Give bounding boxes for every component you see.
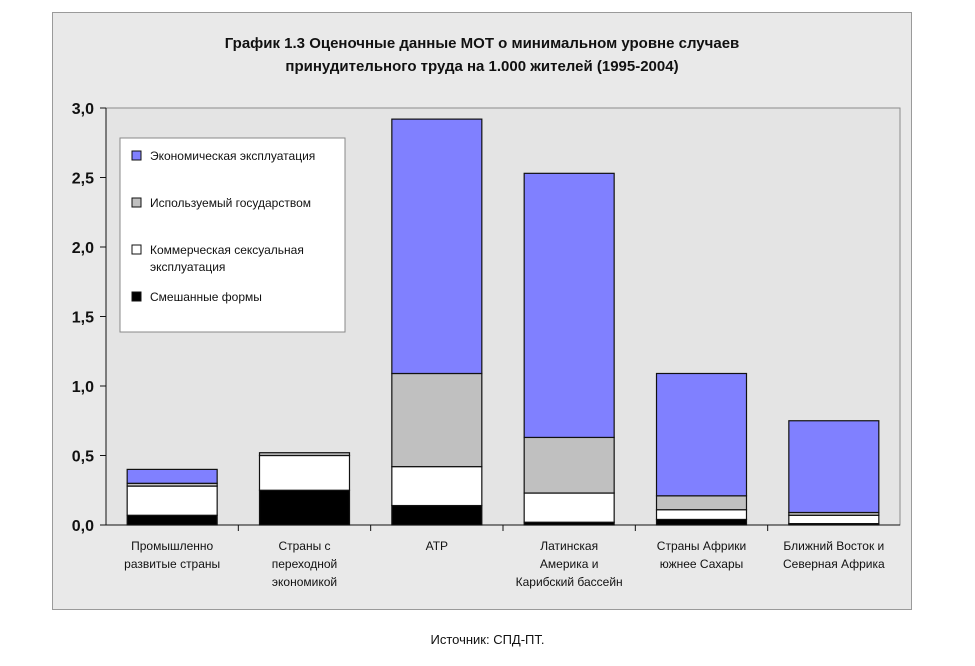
- legend-label: Экономическая эксплуатация: [150, 149, 315, 163]
- x-category-label: Латинская Америка и Карибский бассейн: [516, 539, 623, 589]
- bar-segment: [523, 492, 615, 523]
- chart-title: График 1.3 Оценочные данные МОТ о минима…: [52, 32, 912, 78]
- x-category-label: Страны Африки южнее Сахары: [657, 539, 746, 571]
- bar-segment: [655, 372, 748, 497]
- chart-title-line-2: принудительного труда на 1.000 жителей (…: [285, 58, 679, 75]
- legend-swatch: [131, 150, 142, 161]
- bar-segment: [788, 420, 880, 514]
- y-tick-label: 2,5: [72, 171, 94, 188]
- y-tick-label: 1,5: [72, 310, 94, 327]
- legend-box: [119, 137, 346, 333]
- bar-segment: [126, 485, 218, 516]
- bar-segment: [258, 489, 351, 526]
- legend-swatch: [131, 291, 142, 302]
- chart-title-line-1: График 1.3 Оценочные данные МОТ о минима…: [224, 35, 740, 52]
- bar-segment: [523, 172, 615, 439]
- legend-swatch: [131, 197, 142, 208]
- y-tick-label: 1,0: [72, 379, 94, 396]
- bar-segment: [391, 504, 483, 526]
- x-category-label: Страны с переходной экономикой: [272, 539, 338, 589]
- x-category-label: Ближний Восток и Северная Африка: [783, 539, 885, 571]
- y-tick-label: 3,0: [72, 101, 94, 118]
- x-category-label: АТР: [426, 539, 448, 553]
- bar-segment: [655, 518, 748, 526]
- bar-segment: [788, 514, 880, 525]
- source-note: Источник: СПД-ПТ.: [430, 632, 545, 647]
- bar-segment: [655, 495, 748, 511]
- bar-segment: [391, 118, 483, 375]
- y-tick-label: 0,5: [72, 449, 94, 466]
- y-tick-label: 0,0: [72, 518, 94, 535]
- bar-segment: [523, 436, 615, 494]
- bar-segment: [126, 468, 218, 484]
- bar-segment: [391, 372, 483, 468]
- x-category-label: Промышленно развитые страны: [124, 539, 220, 571]
- y-tick-label: 2,0: [72, 240, 94, 257]
- bar-segment: [655, 509, 748, 521]
- bar-segment: [126, 514, 218, 526]
- bar-segment: [258, 452, 351, 457]
- legend-swatch: [131, 244, 142, 255]
- legend-label: Смешанные формы: [150, 290, 262, 304]
- legend-label: Коммерческая сексуальная эксплуатация: [150, 243, 304, 274]
- bar-segment: [258, 454, 351, 491]
- bar-segment: [391, 466, 483, 507]
- legend-label: Используемый государством: [150, 196, 311, 210]
